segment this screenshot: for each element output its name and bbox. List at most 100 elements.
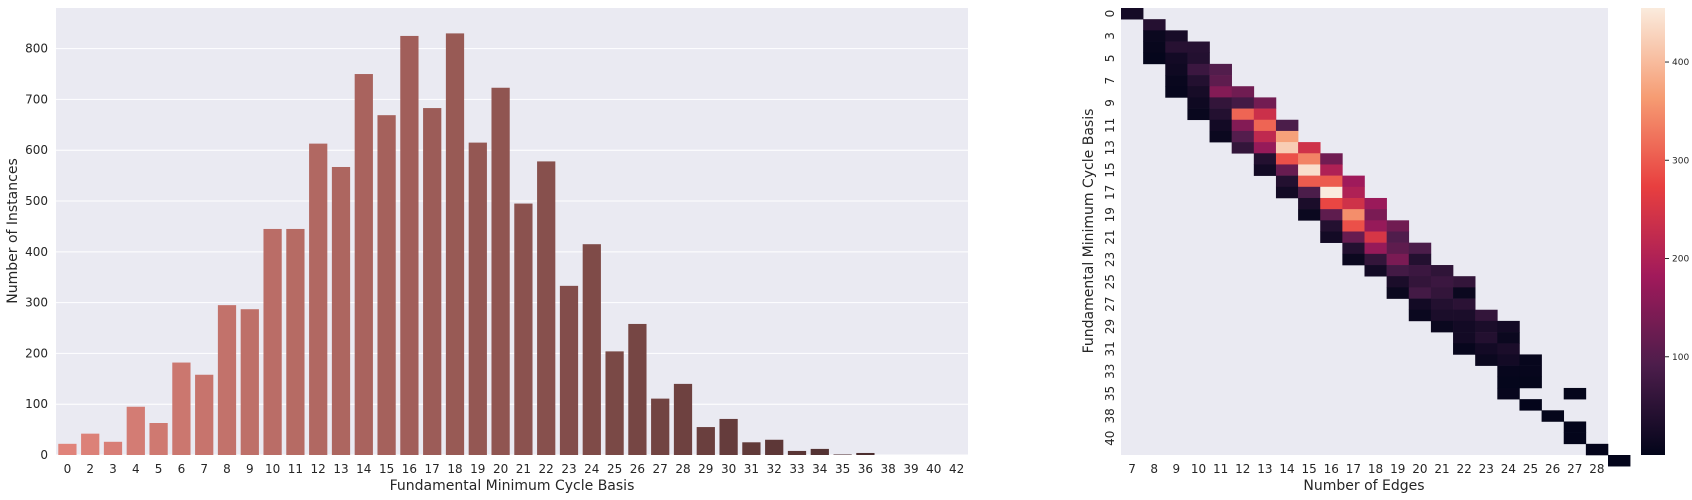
bar-x-tick-label: 7 [200, 462, 208, 476]
heatmap-cell [1386, 276, 1410, 288]
bar-x-tick-label: 32 [767, 462, 782, 476]
heatmap-x-tick-label: 28 [1589, 462, 1604, 476]
heatmap-cell [1408, 253, 1432, 266]
heatmap-cell [1231, 108, 1255, 121]
heatmap-cell [1253, 164, 1277, 176]
heatmap-cell [1342, 220, 1365, 232]
heatmap-cell [1386, 231, 1410, 243]
bar [651, 398, 670, 455]
bar-x-tick-label: 26 [630, 462, 645, 476]
heatmap-cell [1386, 253, 1410, 266]
heatmap-cell [1209, 130, 1232, 143]
bar [810, 448, 829, 455]
bar-x-tick-label: 2 [86, 462, 94, 476]
heatmap-x-tick-label: 12 [1235, 462, 1250, 476]
colorbar-tick-label: 300 [1672, 156, 1689, 166]
bar-y-tick-label: 300 [25, 296, 48, 310]
bar-x-tick-label: 29 [698, 462, 713, 476]
bar [445, 33, 465, 455]
heatmap-cell [1275, 142, 1299, 154]
heatmap-y-tick-label: 31 [1103, 341, 1117, 356]
heatmap-cell [1342, 186, 1365, 199]
bar [628, 323, 647, 455]
heatmap-x-tick-label: 15 [1302, 462, 1317, 476]
bar [377, 115, 396, 455]
heatmap-y-tick-label: 35 [1103, 386, 1117, 401]
bar-x-tick-label: 24 [584, 462, 599, 476]
heatmap-cell [1408, 242, 1432, 255]
heatmap-cell [1497, 343, 1520, 355]
heatmap-cell [1386, 220, 1410, 232]
bar-x-tick-label: 42 [949, 462, 964, 476]
heatmap-cell [1165, 52, 1188, 65]
heatmap-cell [1320, 231, 1343, 243]
heatmap-cell [1231, 119, 1255, 132]
heatmap-cell [1298, 153, 1321, 165]
heatmap-cell [1364, 220, 1387, 232]
bar-y-tick-label: 400 [25, 245, 48, 259]
heatmap-cell [1342, 253, 1365, 266]
colorbar-tick-label: 200 [1672, 255, 1689, 265]
heatmap-cell [1342, 209, 1365, 221]
bar [331, 166, 351, 455]
heatmap-cell [1475, 343, 1498, 355]
bar-x-tick-label: 12 [311, 462, 326, 476]
bar-x-tick-label: 0 [64, 462, 72, 476]
bar [765, 439, 784, 455]
bar [103, 441, 123, 455]
heatmap-y-tick-label: 0 [1103, 10, 1117, 18]
bar [195, 374, 214, 455]
heatmap-chart: 7 8 9 10 11 12 13 14 15 16 17 18 19 20 21 22 23 24 25 26 27 2… [1081, 8, 1689, 494]
heatmap-cell [1497, 354, 1520, 366]
heatmap-cell [1453, 276, 1476, 288]
heatmap-cell [1165, 75, 1188, 87]
heatmap-x-tick-label: 18 [1368, 462, 1383, 476]
heatmap-cell [1408, 265, 1432, 277]
bar [423, 108, 442, 455]
heatmap-cell [1253, 97, 1277, 109]
heatmap-y-tick-label: 38 [1103, 408, 1117, 423]
heatmap-x-tick-label: 26 [1545, 462, 1560, 476]
bar-y-tick-label: 800 [25, 42, 48, 56]
bar-x-tick-label: 33 [789, 462, 804, 476]
heatmap-cell [1364, 265, 1387, 277]
bar-x-tick-label: 36 [858, 462, 873, 476]
bar-y-tick-label: 600 [25, 143, 48, 157]
heatmap-y-tick-label: 7 [1103, 77, 1117, 85]
heatmap-cell [1165, 63, 1188, 76]
heatmap-x-tick-label: 19 [1390, 462, 1405, 476]
bar-x-tick-label: 31 [744, 462, 759, 476]
heatmap-y-tick-label: 23 [1103, 252, 1117, 267]
heatmap-y-tick-label: 17 [1103, 185, 1117, 200]
bar [81, 433, 100, 455]
heatmap-cell [1231, 97, 1255, 109]
heatmap-cell [1453, 298, 1476, 311]
heatmap-cell [1519, 365, 1542, 378]
heatmap-cell [1364, 231, 1387, 243]
bar-series [58, 33, 875, 455]
bar [286, 228, 305, 455]
bar-x-tick-label: 40 [926, 462, 941, 476]
bar-x-tick-label: 28 [675, 462, 690, 476]
bar-x-tick-label: 35 [835, 462, 850, 476]
bar-x-tick-label: 6 [178, 462, 186, 476]
heatmap-cell [1187, 63, 1210, 76]
bar [491, 87, 510, 455]
heatmap-cell [1298, 142, 1321, 154]
heatmap-x-tick-label: 8 [1150, 462, 1158, 476]
bar [537, 161, 556, 455]
bar-x-tick-label: 3 [109, 462, 117, 476]
heatmap-cell [1275, 130, 1299, 143]
heatmap-y-tick-label: 13 [1103, 140, 1117, 155]
heatmap-cell [1453, 343, 1476, 355]
bar-x-tick-label: 9 [246, 462, 254, 476]
heatmap-x-tick-label: 23 [1479, 462, 1494, 476]
bar-x-tick-label: 16 [402, 462, 417, 476]
heatmap-y-tick-label: 33 [1103, 364, 1117, 379]
bar [514, 203, 533, 455]
bar-x-tick-label: 17 [425, 462, 440, 476]
heatmap-cell [1430, 309, 1454, 322]
heatmap-x-tick-label: 10 [1191, 462, 1206, 476]
